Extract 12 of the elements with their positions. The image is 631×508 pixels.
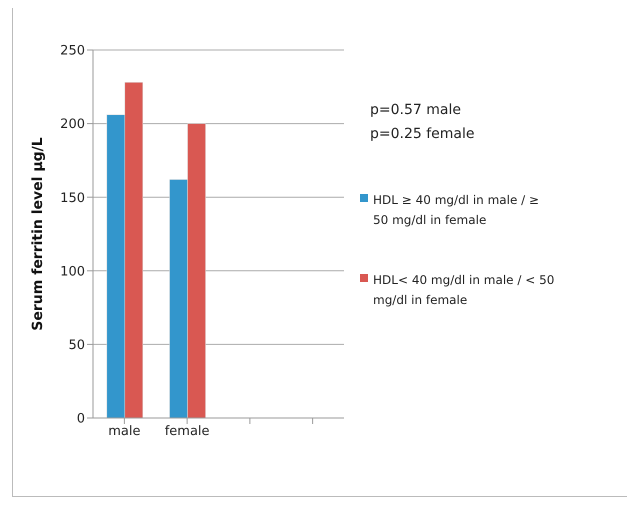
y-tick-label: 200: [60, 117, 85, 132]
x-tick-label: male: [108, 424, 140, 440]
legend-label: HDL< 40 mg/dl in male / < 50 mg/dl in female: [373, 272, 554, 309]
y-tick-label: 100: [60, 264, 85, 280]
y-axis-title: Serum ferritin level µg/L: [30, 137, 46, 331]
y-tick-label: 150: [60, 190, 85, 206]
y-tick-label: 0: [76, 412, 85, 427]
y-tick-label: 250: [60, 44, 85, 59]
legend-label: HDL ≥ 40 mg/dl in male / ≥ 50 mg/dl in female: [373, 192, 540, 229]
x-tick-label: female: [164, 424, 210, 440]
y-tick-label: 50: [68, 338, 85, 354]
text: p=0.57 male p=0.25 female: [370, 101, 475, 144]
